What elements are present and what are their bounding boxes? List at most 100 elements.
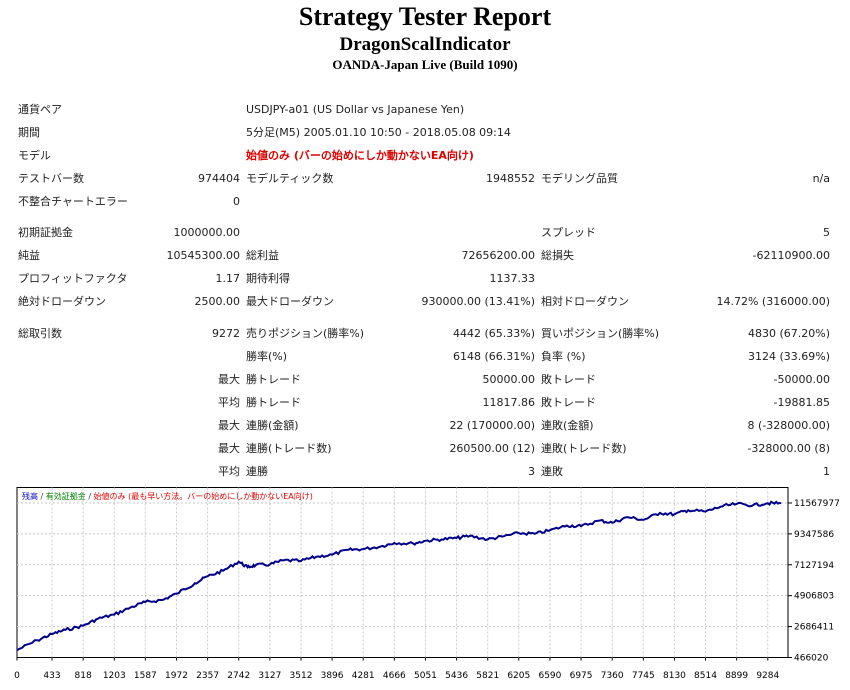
expert-name: DragonScalIndicator	[339, 34, 511, 55]
avg-cons-loss-value: 1	[823, 465, 830, 478]
cons-win-amount-label: 連勝(金額)	[246, 419, 299, 432]
profit-factor-label: プロフィットファクタ	[18, 272, 128, 285]
avg-cons-win-value: 3	[528, 465, 535, 478]
x-tick-label: 5436	[445, 671, 468, 681]
deposit-value: 1000000.00	[173, 226, 240, 239]
loss-rate-value: 3124 (33.69%)	[747, 350, 830, 363]
plot-area	[16, 487, 789, 658]
x-tick-label: 1203	[103, 671, 126, 681]
period-value: 5分足(M5) 2005.01.10 10:50 - 2018.05.08 09…	[246, 126, 511, 139]
chart-legend: 残高 / 有効証拠金 / 始値のみ (最も早い方法。バーの始めにしか動かないEA…	[22, 491, 313, 501]
long-positions-value: 4830 (67.20%)	[747, 327, 830, 340]
max-prefix-label: 最大	[218, 373, 240, 386]
x-tick-label: 1587	[134, 671, 157, 681]
ticks-value: 1948552	[486, 172, 535, 185]
gross-loss-value: -62110900.00	[752, 249, 830, 262]
bars-value: 974404	[198, 172, 240, 185]
y-tick-label: 9347586	[794, 530, 834, 540]
total-trades-value: 9272	[212, 327, 240, 340]
loss-rate-label: 負率 (%)	[541, 350, 586, 363]
y-axis-ticks: 11567977 9347586 7127194 4906803 2686411 4660…	[788, 499, 840, 664]
max-prefix-label: 最大	[218, 442, 240, 455]
x-tick-label: 7745	[632, 671, 655, 681]
net-profit-label: 純益	[18, 249, 40, 262]
avg-cons-loss-label: 連敗	[541, 465, 563, 478]
y-tick-label: 4906803	[794, 592, 834, 602]
expected-payoff-label: 期待利得	[246, 272, 290, 285]
avg-win-trade-value: 11817.86	[482, 396, 536, 409]
cons-win-count-value: 260500.00 (12)	[449, 442, 535, 455]
profit-factor-value: 1.17	[215, 272, 241, 285]
x-tick-label: 6590	[538, 671, 561, 681]
expected-payoff-value: 1137.33	[489, 272, 536, 285]
win-rate-label: 勝率(%)	[246, 350, 288, 363]
spread-label: スプレッド	[541, 226, 596, 239]
x-tick-label: 9284	[756, 671, 779, 681]
x-tick-label: 818	[75, 671, 92, 681]
bars-label: テストバー数	[18, 172, 84, 185]
win-rate-value: 6148 (66.31%)	[452, 350, 535, 363]
abs-drawdown-label: 絶対ドローダウン	[18, 295, 106, 308]
x-tick-label: 8514	[694, 671, 717, 681]
x-tick-label: 3127	[258, 671, 281, 681]
x-tick-label: 5051	[414, 671, 437, 681]
x-tick-label: 2742	[227, 671, 250, 681]
y-tick-label: 2686411	[794, 623, 834, 633]
rel-drawdown-value: 14.72% (316000.00)	[716, 295, 830, 308]
x-tick-label: 3896	[321, 671, 344, 681]
quality-label: モデリング品質	[541, 172, 618, 185]
cons-loss-count-label: 連敗(トレード数)	[541, 442, 627, 455]
x-tick-label: 1972	[165, 671, 188, 681]
cons-loss-amount-value: 8 (-328000.00)	[747, 419, 830, 432]
x-tick-label: 433	[43, 671, 60, 681]
model-value: 始値のみ (バーの始めにしか動かないEA向け)	[246, 149, 474, 162]
legend-model: 始値のみ (最も早い方法。バーの始めにしか動かないEA向け)	[94, 491, 313, 501]
max-prefix-label: 最大	[218, 419, 240, 432]
max-drawdown-label: 最大ドローダウン	[246, 295, 334, 308]
ticks-label: モデルティック数	[246, 172, 334, 185]
cons-loss-count-value: -328000.00 (8)	[747, 442, 830, 455]
avg-loss-trade-value: -19881.85	[773, 396, 830, 409]
legend-balance: 残高	[22, 491, 38, 501]
avg-win-trade-label: 勝トレード	[246, 396, 301, 409]
net-profit-value: 10545300.00	[166, 249, 240, 262]
x-tick-label: 0	[14, 671, 20, 681]
x-tick-label: 6975	[570, 671, 593, 681]
server-info: OANDA-Japan Live (Build 1090)	[332, 57, 518, 72]
max-loss-trade-label: 敗トレード	[541, 373, 596, 386]
rel-drawdown-label: 相対ドローダウン	[541, 295, 629, 308]
cons-loss-amount-label: 連敗(金額)	[541, 419, 594, 432]
x-tick-label: 2357	[196, 671, 219, 681]
y-tick-label: 7127194	[794, 561, 834, 571]
legend-equity: 有効証拠金	[46, 491, 86, 501]
mismatch-value: 0	[233, 195, 240, 208]
x-tick-label: 4666	[383, 671, 406, 681]
x-tick-label: 4281	[352, 671, 375, 681]
y-tick-label: 466020	[794, 654, 829, 664]
total-trades-label: 総取引数	[18, 327, 62, 340]
x-axis-ticks: 0 433 818 1203 1587 1972 2357 2742 3127 3512 3896 4…	[14, 657, 780, 681]
balance-chart: 0 433 818 1203 1587 1972 2357 2742 3127 3512 3896 4…	[0, 487, 850, 690]
x-tick-label: 7360	[601, 671, 624, 681]
deposit-label: 初期証拠金	[18, 226, 73, 239]
mismatch-label: 不整合チャートエラー	[18, 195, 128, 208]
short-positions-label: 売りポジション(勝率%)	[246, 327, 365, 340]
chart-grid	[17, 487, 788, 658]
max-drawdown-value: 930000.00 (13.41%)	[421, 295, 535, 308]
max-win-trade-label: 勝トレード	[246, 373, 301, 386]
quality-value: n/a	[812, 172, 830, 185]
avg-cons-win-label: 連勝	[246, 465, 268, 478]
legend-separator: /	[86, 492, 94, 501]
avg-prefix-label: 平均	[218, 465, 240, 478]
cons-win-count-label: 連勝(トレード数)	[246, 442, 332, 455]
legend-separator: /	[38, 492, 46, 501]
long-positions-label: 買いポジション(勝率%)	[541, 327, 660, 340]
abs-drawdown-value: 2500.00	[194, 295, 241, 308]
max-win-trade-value: 50000.00	[482, 373, 536, 386]
x-tick-label: 6205	[507, 671, 530, 681]
spread-value: 5	[823, 226, 830, 239]
gross-profit-value: 72656200.00	[461, 249, 535, 262]
gross-profit-label: 総利益	[246, 249, 279, 262]
x-tick-label: 8130	[663, 671, 686, 681]
x-tick-label: 3512	[290, 671, 313, 681]
